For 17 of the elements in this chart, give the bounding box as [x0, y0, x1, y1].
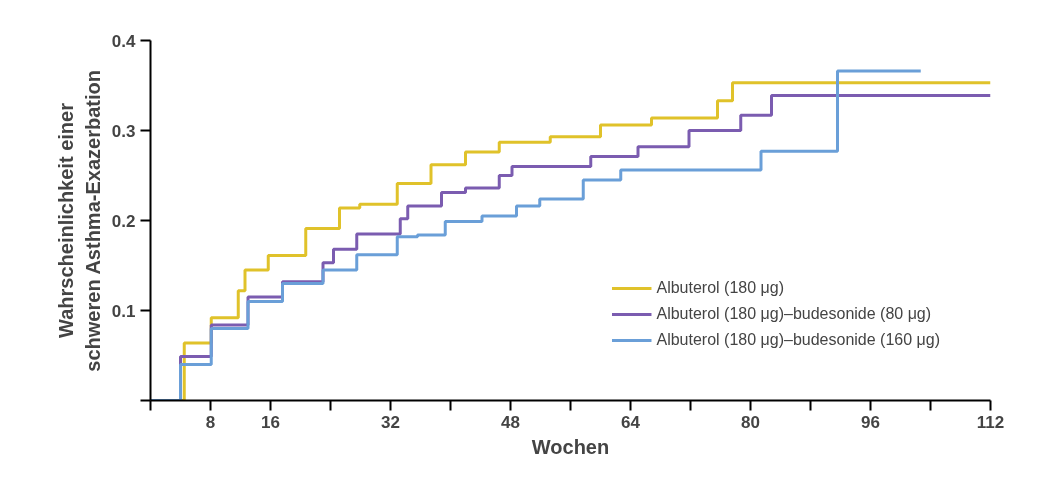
y-tick-label: 0.1: [111, 301, 136, 321]
x-axis-title: Wochen: [531, 435, 610, 458]
x-tick-label: 80: [741, 412, 760, 432]
x-tick-label: 32: [381, 412, 400, 432]
x-tick-label: 112: [976, 412, 1005, 432]
x-tick-label: 8: [205, 412, 216, 432]
y-tick-label: 0.4: [111, 31, 137, 51]
x-tick-label: 48: [501, 412, 520, 432]
legend-label: Albuterol (180 μg)–budesonide (80 μg): [656, 305, 932, 323]
legend-label: Albuterol (180 μg): [656, 279, 784, 297]
y-tick-label: 0.3: [111, 121, 136, 141]
x-tick-label: 16: [261, 412, 280, 432]
legend-label: Albuterol (180 μg)–budesonide (160 μg): [656, 331, 940, 349]
y-tick-label: 0.2: [111, 211, 136, 231]
x-tick-label: 64: [621, 412, 641, 432]
x-tick-label: 96: [861, 412, 880, 432]
y-axis-title: Wahrscheinlichkeit einer schweren Asthma-Exazerbation: [55, 70, 104, 372]
